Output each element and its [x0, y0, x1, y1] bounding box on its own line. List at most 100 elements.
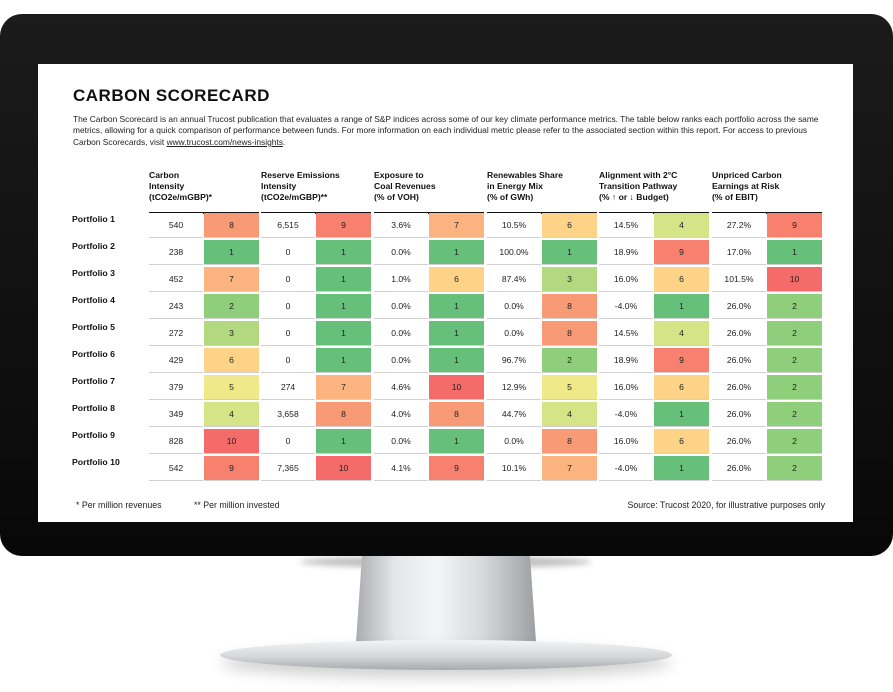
metric-value-cell: 238	[149, 240, 203, 265]
metric-value-cell: 7,365	[261, 456, 315, 481]
rank-cell: 1	[316, 240, 371, 265]
metric-value-cell: 0.0%	[374, 429, 428, 454]
metric-value-cell: 87.4%	[487, 267, 541, 292]
rank-cell: 10	[429, 375, 484, 400]
rank-cell: 9	[654, 348, 709, 373]
metric-value-cell: 17.0%	[712, 240, 766, 265]
rank-cell: 1	[429, 348, 484, 373]
metric-value-cell: 14.5%	[599, 321, 653, 346]
row-label: Portfolio 4	[72, 295, 115, 305]
rank-cell: 1	[316, 267, 371, 292]
metric-value-cell: 0	[261, 429, 315, 454]
column-header-line: Earnings at Risk	[712, 181, 780, 192]
intro-paragraph: The Carbon Scorecard is an annual Trucos…	[73, 114, 833, 148]
metric-value-cell: 349	[149, 402, 203, 427]
metric-value-cell: 3.6%	[374, 213, 428, 238]
row-label: Portfolio 9	[72, 430, 115, 440]
column-header-line: Renewables Share	[487, 170, 563, 180]
metric-value-cell: 0	[261, 294, 315, 319]
rank-cell: 8	[429, 402, 484, 427]
metric-value-cell: 10.5%	[487, 213, 541, 238]
metric-value-cell: 26.0%	[712, 348, 766, 373]
intro-text: The Carbon Scorecard is an annual Trucos…	[73, 114, 819, 147]
rank-cell: 4	[204, 402, 259, 427]
row-label: Portfolio 7	[72, 376, 115, 386]
rank-cell: 1	[316, 429, 371, 454]
rank-cell: 9	[429, 456, 484, 481]
metric-value-cell: 0.0%	[374, 321, 428, 346]
rank-cell: 6	[654, 267, 709, 292]
rank-cell: 1	[316, 348, 371, 373]
row-label: Portfolio 3	[72, 268, 115, 278]
metric-value-cell: 26.0%	[712, 402, 766, 427]
rank-cell: 2	[767, 429, 822, 454]
metric-value-cell: -4.0%	[599, 402, 653, 427]
column-header: Exposure to Coal Revenues (% of VOH)	[374, 170, 484, 214]
rank-cell: 2	[767, 375, 822, 400]
monitor-base	[220, 640, 672, 670]
monitor-stand	[355, 552, 537, 656]
rank-cell: 8	[542, 321, 597, 346]
metric-value-cell: 12.9%	[487, 375, 541, 400]
rank-cell: 2	[767, 348, 822, 373]
metric-value-cell: 16.0%	[599, 429, 653, 454]
rank-cell: 2	[767, 456, 822, 481]
metric-value-cell: 243	[149, 294, 203, 319]
rank-cell: 9	[767, 213, 822, 238]
rank-cell: 4	[654, 321, 709, 346]
rank-cell: 7	[316, 375, 371, 400]
row-label: Portfolio 6	[72, 349, 115, 359]
metric-value-cell: 96.7%	[487, 348, 541, 373]
metric-value-cell: 16.0%	[599, 267, 653, 292]
rank-cell: 6	[429, 267, 484, 292]
metric-value-cell: 0	[261, 348, 315, 373]
metric-value-cell: 100.0%	[487, 240, 541, 265]
metric-value-cell: 0.0%	[487, 294, 541, 319]
metric-value-cell: -4.0%	[599, 456, 653, 481]
monitor-screen: CARBON SCORECARD The Carbon Scorecard is…	[38, 64, 853, 522]
metric-value-cell: 10.1%	[487, 456, 541, 481]
metric-value-cell: 4.6%	[374, 375, 428, 400]
rank-cell: 6	[542, 213, 597, 238]
column-header-line: (% of EBIT)	[712, 192, 758, 203]
rank-cell: 7	[542, 456, 597, 481]
rank-cell: 9	[654, 240, 709, 265]
row-label: Portfolio 2	[72, 241, 115, 251]
monitor-bezel: CARBON SCORECARD The Carbon Scorecard is…	[0, 14, 893, 556]
column-header-line: Intensity	[261, 181, 297, 192]
trucost-link[interactable]: www.trucost.com/news-insights	[166, 136, 283, 147]
rank-cell: 10	[767, 267, 822, 292]
footnote-revenues: * Per million revenues	[76, 500, 162, 510]
column-header: Reserve Emissions Intensity (tCO2e/mGBP)**	[261, 170, 371, 214]
rank-cell: 10	[204, 429, 259, 454]
metric-value-cell: 0.0%	[487, 321, 541, 346]
rank-cell: 2	[767, 321, 822, 346]
rank-cell: 6	[654, 375, 709, 400]
rank-cell: 1	[429, 321, 484, 346]
rank-cell: 10	[316, 456, 371, 481]
rank-cell: 7	[429, 213, 484, 238]
metric-value-cell: 0.0%	[487, 429, 541, 454]
metric-value-cell: 3,658	[261, 402, 315, 427]
metric-value-cell: 828	[149, 429, 203, 454]
metric-value-cell: 0.0%	[374, 294, 428, 319]
rank-cell: 1	[316, 321, 371, 346]
column-header-line: (tCO2e/mGBP)**	[261, 192, 328, 203]
metric-value-cell: 18.9%	[599, 240, 653, 265]
metric-value-cell: 272	[149, 321, 203, 346]
metric-value-cell: 26.0%	[712, 375, 766, 400]
intro-end: .	[282, 136, 286, 147]
row-label: Portfolio 5	[72, 322, 115, 332]
rank-cell: 1	[654, 402, 709, 427]
metric-value-cell: 0.0%	[374, 240, 428, 265]
column-header-line: (% of GWh)	[487, 192, 534, 203]
rank-cell: 2	[767, 402, 822, 427]
metric-value-cell: 4.0%	[374, 402, 428, 427]
metric-value-cell: 26.0%	[712, 429, 766, 454]
rank-cell: 7	[204, 267, 259, 292]
column-header-line: Exposure to	[374, 170, 424, 180]
rank-cell: 3	[542, 267, 597, 292]
rank-cell: 1	[654, 294, 709, 319]
column-header-line: Transition Pathway	[599, 181, 678, 192]
source-note: Source: Trucost 2020, for illustrative p…	[627, 500, 825, 510]
